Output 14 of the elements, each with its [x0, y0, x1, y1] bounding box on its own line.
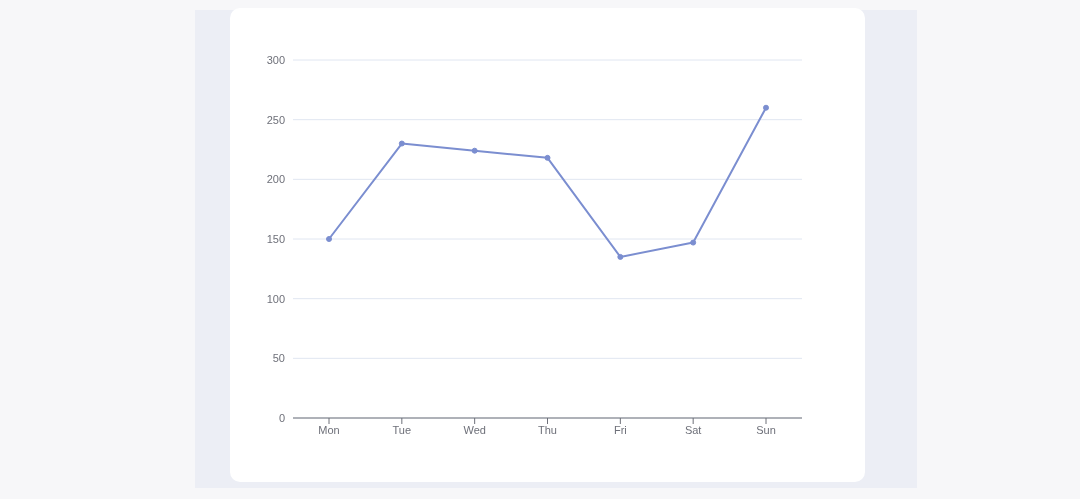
y-tick-label: 100 — [266, 292, 285, 305]
x-tick-label: Tue — [392, 423, 412, 436]
x-tick-label: Sun — [756, 423, 776, 436]
y-tick-label: 0 — [278, 411, 285, 424]
y-tick-label: 300 — [266, 53, 285, 66]
x-tick-label: Sat — [684, 423, 702, 436]
y-tick-label: 50 — [272, 352, 285, 365]
x-tick-label: Mon — [318, 423, 340, 436]
y-tick-label: 200 — [266, 173, 285, 186]
x-tick-label: Wed — [463, 423, 486, 436]
x-tick-label: Fri — [613, 423, 627, 436]
y-tick-label: 250 — [266, 113, 285, 126]
y-tick-label: 150 — [266, 232, 285, 245]
x-tick-label: Thu — [538, 423, 557, 436]
